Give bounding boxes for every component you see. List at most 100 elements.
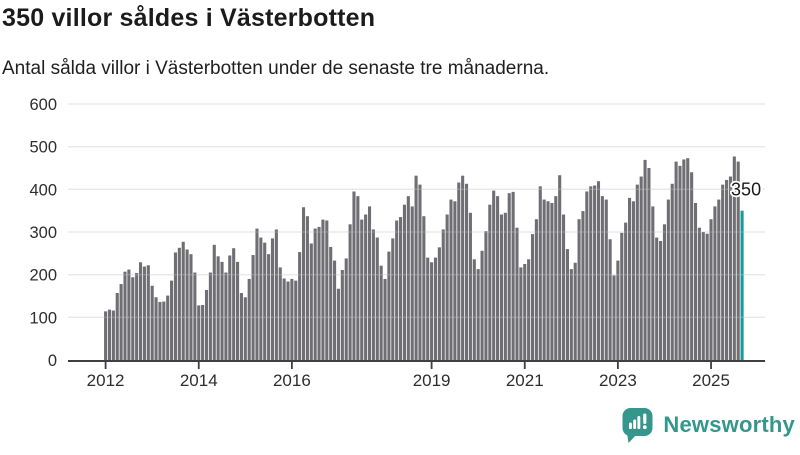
bar <box>631 201 635 360</box>
bar <box>158 301 162 360</box>
bar <box>577 219 581 360</box>
bar <box>565 249 569 360</box>
bar <box>433 257 438 360</box>
bar <box>457 182 461 360</box>
bar <box>301 207 306 360</box>
bar <box>333 260 337 360</box>
bar <box>115 293 119 360</box>
y-axis-label: 400 <box>29 181 57 199</box>
bar <box>705 233 709 360</box>
bar <box>336 288 341 360</box>
bar <box>212 244 216 360</box>
bar <box>286 281 290 360</box>
bar <box>464 183 469 360</box>
bar <box>414 175 418 360</box>
bar <box>736 161 740 360</box>
bar <box>259 237 263 360</box>
bar <box>150 285 154 360</box>
bar <box>670 183 674 360</box>
x-axis-label: 2016 <box>273 371 311 390</box>
bar <box>243 297 247 360</box>
bar <box>697 227 701 360</box>
bar <box>604 199 608 360</box>
bar <box>484 231 488 360</box>
x-axis-label: 2025 <box>692 371 730 390</box>
bar <box>201 304 205 360</box>
bar <box>449 199 453 360</box>
bar <box>340 269 344 360</box>
y-axis-label: 500 <box>29 139 57 157</box>
bar <box>600 196 604 360</box>
x-axis-label: 2021 <box>506 371 544 390</box>
bar <box>519 267 523 360</box>
highlight-value-label: 350 <box>731 180 761 200</box>
bar <box>395 220 399 360</box>
bar <box>562 214 566 360</box>
bar <box>406 196 410 360</box>
bar <box>686 158 690 360</box>
bar <box>360 219 364 360</box>
bar <box>542 199 546 360</box>
y-axis-label: 100 <box>29 309 57 327</box>
bar <box>348 224 352 360</box>
bar <box>430 262 434 360</box>
bar <box>593 185 597 360</box>
bar <box>530 234 535 360</box>
bar <box>379 265 383 360</box>
bar <box>728 176 732 360</box>
bar <box>181 241 185 360</box>
bar <box>624 222 628 360</box>
bar <box>375 237 379 360</box>
bar <box>659 240 663 360</box>
bar <box>236 261 240 360</box>
bar <box>204 290 209 360</box>
bar <box>371 229 375 360</box>
bar <box>480 250 484 360</box>
bar <box>387 251 391 360</box>
bar <box>402 204 406 360</box>
bar <box>270 238 275 360</box>
bar <box>282 278 286 360</box>
bar <box>399 217 403 360</box>
bar <box>627 197 632 360</box>
bar <box>228 255 232 360</box>
bar <box>558 175 562 360</box>
bar <box>534 219 538 360</box>
y-axis-label: 600 <box>29 96 57 114</box>
bar <box>713 206 717 360</box>
bar <box>717 199 721 360</box>
bar <box>709 219 713 360</box>
bar <box>146 265 150 360</box>
bar <box>546 201 550 360</box>
newsworthy-icon <box>622 408 653 443</box>
bar <box>507 193 511 360</box>
bar <box>721 184 725 360</box>
bar <box>666 199 670 360</box>
bar <box>515 227 519 360</box>
bar <box>608 239 612 360</box>
bar <box>290 278 294 360</box>
bar <box>550 202 554 360</box>
bar <box>309 243 313 360</box>
bar <box>585 191 589 360</box>
bar <box>216 256 220 360</box>
bar <box>426 257 430 360</box>
bar <box>383 278 387 360</box>
bar <box>596 181 601 360</box>
bar <box>356 196 360 360</box>
bar <box>251 255 255 360</box>
bar <box>732 156 736 360</box>
brand-footer: Newsworthy <box>621 405 795 445</box>
bar <box>581 211 585 360</box>
bar <box>662 224 667 360</box>
bar <box>647 168 651 360</box>
bar <box>104 311 108 360</box>
bar <box>131 277 135 360</box>
bar <box>317 226 321 360</box>
x-axis-label: 2019 <box>413 371 451 390</box>
bar <box>305 216 309 360</box>
bar <box>573 262 577 360</box>
bar <box>492 190 496 360</box>
bar <box>453 201 457 360</box>
